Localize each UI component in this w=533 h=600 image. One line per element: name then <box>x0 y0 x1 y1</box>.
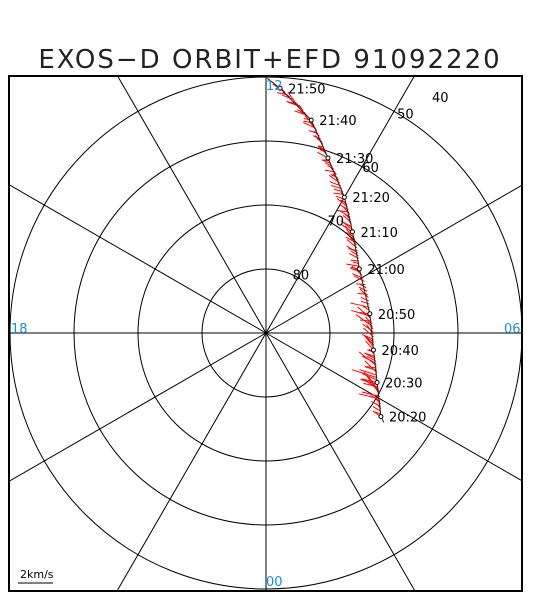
orbit-tick <box>367 311 373 317</box>
mlt-spoke-20 <box>9 332 267 482</box>
efd-vector <box>350 302 370 308</box>
orbit-time-label: 20:30 <box>385 376 422 391</box>
mlt-spoke-10 <box>265 76 415 334</box>
mlt-spoke-4 <box>265 332 522 482</box>
lat-label-50: 50 <box>397 107 414 122</box>
labels: 21:50 21:40 21:30 21:20 21:10 21:00 20:50 20:40… <box>288 82 448 425</box>
mlt-spoke-2 <box>265 332 416 591</box>
efd-vector <box>303 121 316 129</box>
efd-vector <box>353 275 365 282</box>
mlt-spoke-22 <box>116 332 267 591</box>
mlt-spoke-14 <box>117 76 267 334</box>
orbit-time-label: 20:50 <box>378 308 415 323</box>
efd-vector <box>359 288 369 298</box>
efd-vector <box>333 188 343 193</box>
efd-vector <box>359 369 378 376</box>
chart-title: EXOS−D ORBIT+EFD 91092220 <box>38 45 501 75</box>
orbit-tick <box>378 414 384 420</box>
efd-vector <box>360 296 370 302</box>
orbit-tick <box>341 194 347 200</box>
scale-bar-label: 2km/s <box>20 568 54 581</box>
orbit-time-label: 21:20 <box>352 191 389 206</box>
orbit-tick <box>370 347 376 353</box>
efd-vector <box>359 319 372 322</box>
efd-vector <box>361 378 378 383</box>
mlt-spoke-8 <box>265 184 522 334</box>
mlt-label-06: 06 <box>504 322 521 337</box>
efd-vector <box>323 159 330 162</box>
efd-vector <box>362 333 374 340</box>
efd-vector <box>360 300 370 305</box>
efd-vector <box>363 382 379 388</box>
mlt-spoke-16 <box>9 184 267 334</box>
orbit-tick <box>349 229 355 235</box>
efd-vector <box>360 378 378 386</box>
orbit-tick <box>374 379 380 385</box>
orbit-time-label: 21:30 <box>336 152 373 167</box>
efd-vector <box>365 353 376 358</box>
efd-vector <box>293 100 302 109</box>
efd-vector <box>340 220 353 228</box>
efd-vector <box>330 174 338 178</box>
orbit-time-label: 21:50 <box>288 82 325 97</box>
efd-vector <box>374 411 382 415</box>
efd-vector <box>372 405 382 412</box>
efd-vector <box>287 91 295 102</box>
grid <box>9 76 522 591</box>
efd-vectors <box>272 83 382 417</box>
orbit-time-label: 20:20 <box>389 411 426 426</box>
mlt-label-18: 18 <box>11 322 28 337</box>
orbit-tick <box>356 266 362 272</box>
mlt-label-00: 00 <box>266 575 283 590</box>
efd-vector <box>330 184 343 190</box>
efd-vector <box>365 366 377 369</box>
efd-vector <box>358 286 368 292</box>
efd-vector <box>351 369 378 379</box>
efd-vector <box>361 373 378 381</box>
efd-vector <box>350 267 361 273</box>
orbit-time-label: 21:00 <box>367 263 404 278</box>
lat-label-60: 60 <box>362 161 379 176</box>
efd-vector <box>357 292 368 295</box>
lat-label-70: 70 <box>327 215 344 230</box>
orbit-time-label: 21:40 <box>319 114 356 129</box>
efd-vector <box>361 391 380 397</box>
efd-vector <box>333 192 344 195</box>
efd-vector <box>364 366 378 371</box>
efd-vector <box>361 355 377 364</box>
efd-vector <box>346 263 360 267</box>
lat-label-40: 40 <box>432 91 449 106</box>
efd-vector <box>364 360 378 374</box>
efd-vector <box>358 393 381 400</box>
orbit-tick <box>277 85 283 91</box>
orbit-line <box>266 77 385 423</box>
efd-vector <box>321 159 332 165</box>
efd-vector <box>337 210 350 213</box>
lat-label-80: 80 <box>293 268 310 283</box>
orbit-time-label: 21:10 <box>360 226 397 241</box>
orbit-tick <box>325 155 331 161</box>
efd-vector <box>356 283 366 286</box>
orbit-tick <box>308 117 314 123</box>
mlt-label-12: 12 <box>266 79 283 94</box>
orbit-track <box>266 77 385 423</box>
efd-vector <box>351 309 371 317</box>
orbit-time-label: 20:40 <box>381 344 418 359</box>
